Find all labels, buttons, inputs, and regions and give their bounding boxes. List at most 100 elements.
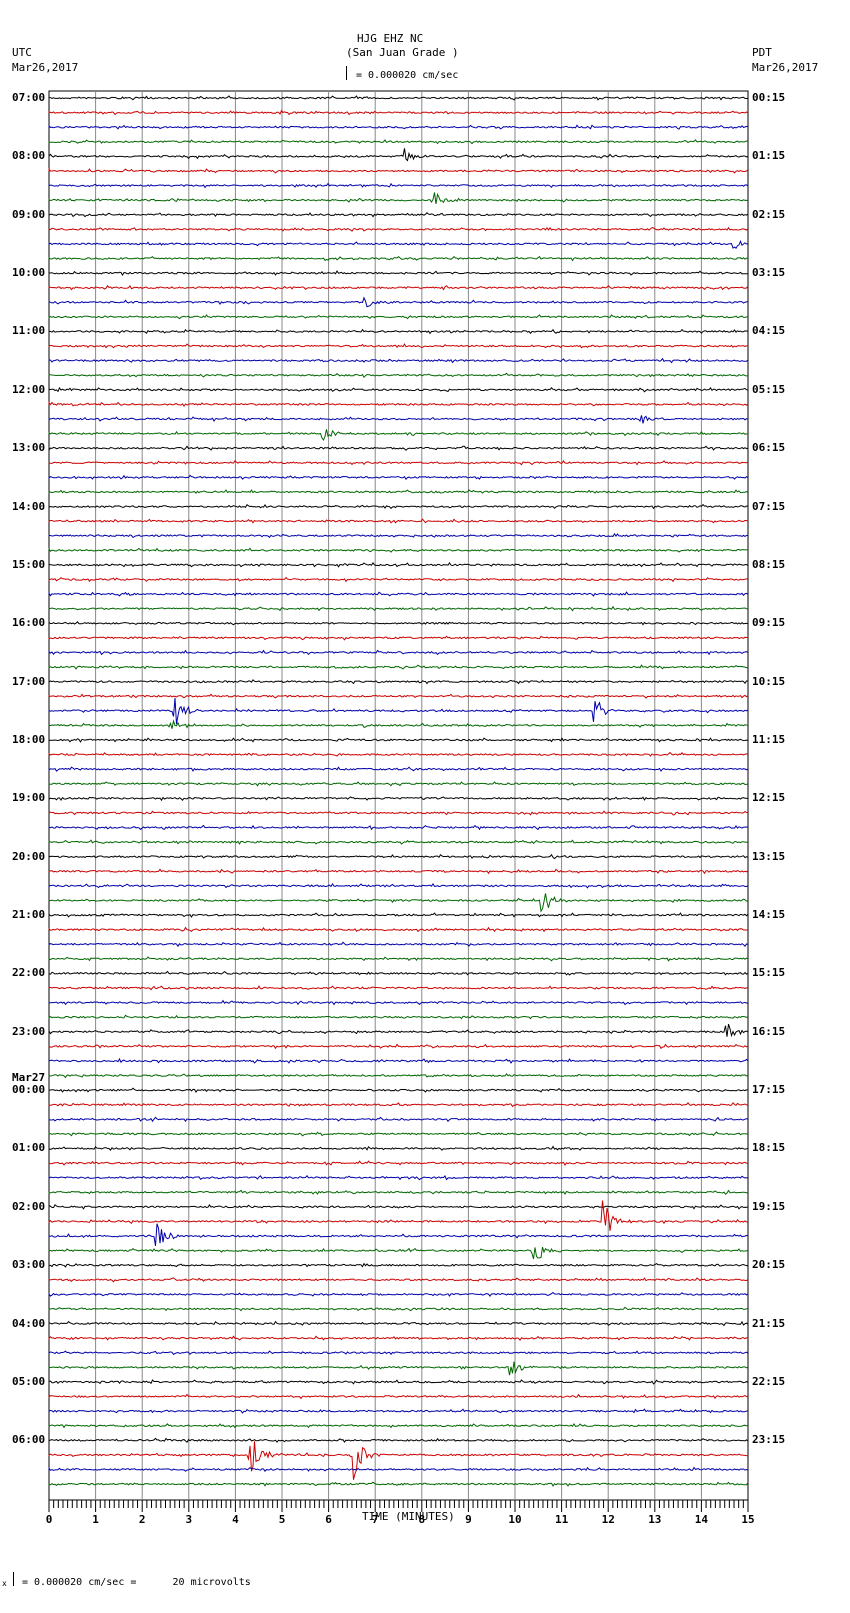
trace-line: [48, 1200, 749, 1231]
x-tick-label: 2: [138, 1513, 146, 1526]
trace-line: [48, 95, 749, 101]
left-timezone: UTC: [12, 46, 32, 59]
x-tick-label: 1: [92, 1513, 99, 1526]
trace-line: [48, 985, 749, 991]
x-tick-label: 13: [648, 1513, 662, 1526]
pdt-hour-label: 07:15: [752, 499, 786, 513]
pdt-hour-label: 10:15: [752, 674, 786, 688]
trace-line: [48, 518, 749, 524]
trace-line: [48, 693, 749, 699]
utc-hour-label: 20:00: [12, 849, 46, 863]
pdt-hour-label: 08:15: [752, 557, 786, 571]
trace-line: [48, 1291, 749, 1297]
trace-line: [48, 386, 749, 393]
trace-line: [48, 1441, 749, 1480]
utc-hour-label: 01:00: [12, 1141, 46, 1155]
utc-hour-label: 06:00: [12, 1433, 46, 1447]
trace-line: [48, 1393, 749, 1400]
trace-line: [48, 1116, 749, 1123]
footer-prefix: x: [2, 1579, 7, 1588]
trace-line: [48, 148, 749, 162]
trace-line: [48, 460, 749, 466]
utc-hour-label: 23:00: [12, 1024, 46, 1038]
pdt-hour-label: 06:15: [752, 441, 786, 455]
pdt-hour-label: 21:15: [752, 1316, 786, 1330]
trace-line: [48, 561, 749, 568]
trace-line: [48, 796, 749, 802]
trace-line: [48, 547, 749, 553]
trace-line: [48, 357, 749, 364]
footer-scale-bar-icon: [13, 1572, 16, 1586]
trace-line: [48, 839, 749, 845]
trace-line: [48, 868, 749, 875]
trace-line: [48, 167, 749, 174]
pdt-hour-label: 04:15: [752, 324, 786, 338]
utc-hour-label: 10:00: [12, 266, 46, 280]
trace-line: [48, 415, 749, 424]
utc-hour-label: 09:00: [12, 207, 46, 221]
utc-hour-label: 17:00: [12, 674, 46, 688]
trace-line: [48, 912, 749, 918]
right-timezone: PDT: [752, 46, 772, 59]
trace-line: [48, 679, 749, 685]
trace-line: [48, 970, 749, 976]
trace-line: [48, 999, 749, 1006]
trace-line: [48, 124, 749, 130]
trace-line: [48, 621, 749, 626]
utc-hour-label: 03:00: [12, 1258, 46, 1272]
trace-line: [48, 649, 749, 656]
trace-line: [48, 1306, 748, 1312]
utc-hour-label: 21:00: [12, 908, 46, 922]
pdt-hour-label: 09:15: [752, 616, 786, 630]
trace-line: [48, 1350, 749, 1356]
trace-line: [48, 1102, 749, 1108]
utc-hour-label: 22:00: [12, 966, 46, 980]
left-date: Mar26,2017: [12, 61, 79, 74]
trace-line: [48, 1160, 748, 1166]
utc-hour-label: 11:00: [12, 324, 46, 338]
utc-hour-label: 02:00: [12, 1199, 46, 1213]
utc-hour-label: 15:00: [12, 557, 46, 571]
utc-hour-label: 05:00: [12, 1374, 46, 1388]
pdt-hour-label: 11:15: [752, 732, 786, 746]
trace-line: [48, 1043, 749, 1050]
trace-line: [48, 328, 749, 335]
utc-hour-label: 04:00: [12, 1316, 46, 1330]
right-date: Mar26,2017: [752, 61, 819, 74]
trace-line: [48, 781, 749, 787]
trace-line: [48, 284, 749, 291]
trace-line: [48, 372, 748, 379]
utc-hour-label: 14:00: [12, 499, 46, 513]
trace-line: [48, 664, 749, 670]
trace-line: [48, 635, 749, 641]
trace-line: [48, 1174, 749, 1181]
pdt-hour-label: 03:15: [752, 266, 786, 280]
pdt-hour-label: 17:15: [752, 1083, 786, 1097]
trace-line: [48, 697, 749, 725]
x-tick-label: 3: [185, 1513, 193, 1526]
pdt-hour-label: 15:15: [752, 966, 786, 980]
trace-line: [48, 1014, 749, 1020]
pdt-hour-label: 16:15: [752, 1024, 786, 1038]
trace-line: [48, 605, 749, 612]
utc-hour-label: 13:00: [12, 441, 46, 455]
utc-hour-label: Mar27 00:00: [12, 1071, 46, 1097]
trace-line: [48, 941, 749, 948]
x-tick-label: 15: [741, 1513, 755, 1526]
utc-hour-label: 08:00: [12, 149, 46, 163]
x-axis-label: TIME (MINUTES): [362, 1510, 455, 1523]
x-tick-label: 7: [371, 1513, 379, 1526]
trace-line: [48, 429, 749, 442]
x-tick-label: 11: [555, 1513, 569, 1526]
utc-hour-label: 12:00: [12, 382, 46, 396]
pdt-hour-label: 22:15: [752, 1374, 786, 1388]
trace-line: [48, 296, 749, 308]
trace-line: [48, 211, 749, 218]
x-tick-label: 9: [465, 1513, 472, 1526]
trace-line: [48, 591, 749, 597]
trace-line: [48, 226, 749, 232]
trace-line: [48, 737, 749, 743]
pdt-hour-label: 01:15: [752, 149, 786, 163]
trace-line: [48, 1223, 749, 1246]
